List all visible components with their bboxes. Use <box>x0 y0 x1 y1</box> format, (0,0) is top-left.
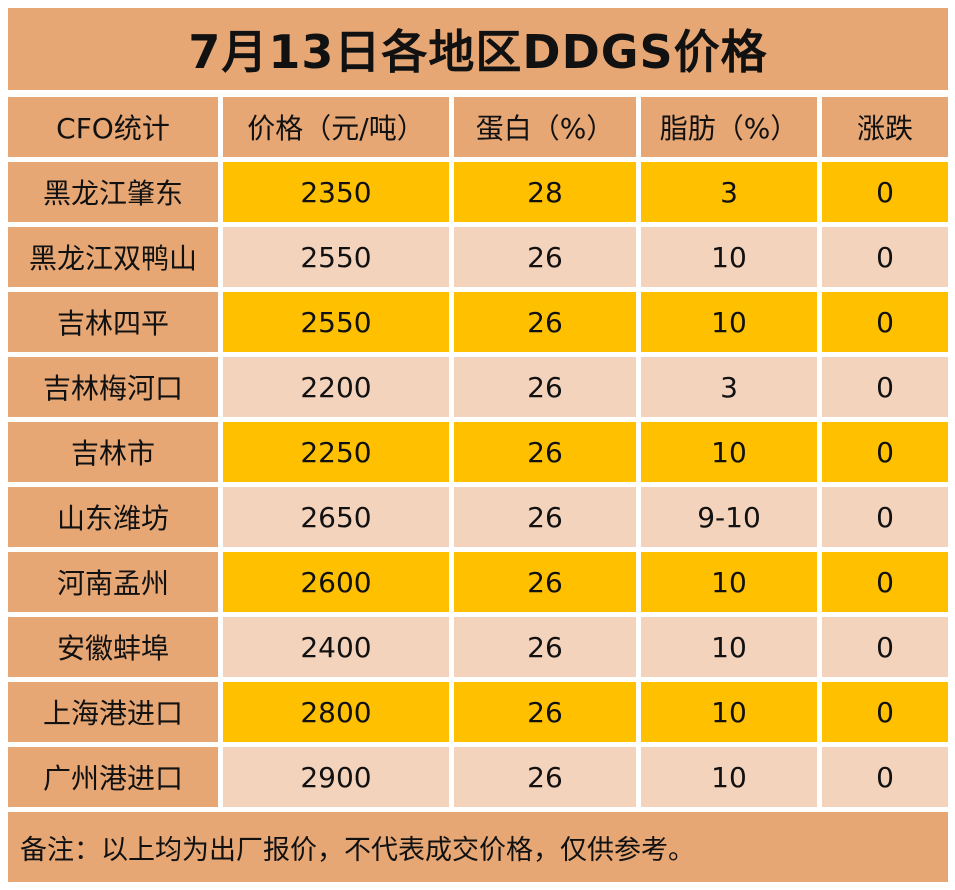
row-region: 吉林四平 <box>8 292 218 352</box>
row-change: 0 <box>822 617 948 677</box>
row-region: 上海港进口 <box>8 682 218 742</box>
row-price: 2250 <box>223 422 449 482</box>
footnote: 备注：以上均为出厂报价，不代表成交价格，仅供参考。 <box>8 812 948 882</box>
row-fat: 10 <box>641 227 817 287</box>
row-change: 0 <box>822 552 948 612</box>
row-protein: 26 <box>454 292 636 352</box>
row-price: 2550 <box>223 292 449 352</box>
header-fat: 脂肪（%） <box>641 97 817 157</box>
header-price: 价格（元/吨） <box>223 97 449 157</box>
row-change: 0 <box>822 357 948 417</box>
row-region: 黑龙江肇东 <box>8 162 218 222</box>
row-price: 2800 <box>223 682 449 742</box>
row-protein: 26 <box>454 227 636 287</box>
row-region: 吉林市 <box>8 422 218 482</box>
row-change: 0 <box>822 682 948 742</box>
price-grid: CFO统计 价格（元/吨） 蛋白（%） 脂肪（%） 涨跌 黑龙江肇东 2350 … <box>8 97 948 807</box>
row-region: 广州港进口 <box>8 747 218 807</box>
header-change: 涨跌 <box>822 97 948 157</box>
row-price: 2350 <box>223 162 449 222</box>
row-region: 河南孟州 <box>8 552 218 612</box>
row-protein: 26 <box>454 357 636 417</box>
row-region: 山东潍坊 <box>8 487 218 547</box>
row-price: 2900 <box>223 747 449 807</box>
row-price: 2600 <box>223 552 449 612</box>
row-change: 0 <box>822 292 948 352</box>
row-protein: 26 <box>454 422 636 482</box>
row-price: 2200 <box>223 357 449 417</box>
row-fat: 10 <box>641 552 817 612</box>
header-protein: 蛋白（%） <box>454 97 636 157</box>
row-protein: 26 <box>454 682 636 742</box>
row-price: 2650 <box>223 487 449 547</box>
row-protein: 26 <box>454 617 636 677</box>
row-fat: 3 <box>641 357 817 417</box>
row-fat: 10 <box>641 682 817 742</box>
row-fat: 10 <box>641 292 817 352</box>
row-fat: 10 <box>641 422 817 482</box>
row-fat: 10 <box>641 747 817 807</box>
row-protein: 28 <box>454 162 636 222</box>
row-protein: 26 <box>454 552 636 612</box>
row-change: 0 <box>822 487 948 547</box>
row-price: 2400 <box>223 617 449 677</box>
row-fat: 9-10 <box>641 487 817 547</box>
row-fat: 10 <box>641 617 817 677</box>
row-change: 0 <box>822 422 948 482</box>
row-protein: 26 <box>454 487 636 547</box>
table-title: 7月13日各地区DDGS价格 <box>8 8 948 90</box>
header-region: CFO统计 <box>8 97 218 157</box>
row-region: 安徽蚌埠 <box>8 617 218 677</box>
row-fat: 3 <box>641 162 817 222</box>
row-price: 2550 <box>223 227 449 287</box>
row-region: 黑龙江双鸭山 <box>8 227 218 287</box>
row-protein: 26 <box>454 747 636 807</box>
row-region: 吉林梅河口 <box>8 357 218 417</box>
row-change: 0 <box>822 162 948 222</box>
row-change: 0 <box>822 227 948 287</box>
row-change: 0 <box>822 747 948 807</box>
